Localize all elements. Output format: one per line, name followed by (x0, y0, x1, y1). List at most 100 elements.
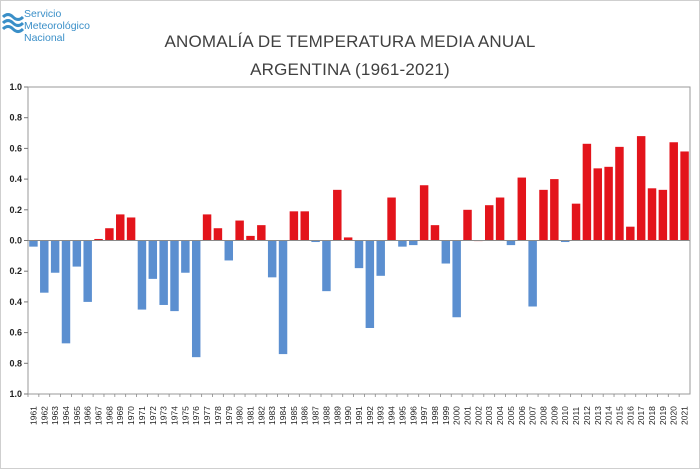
y-tick-label: 1.0 (9, 389, 22, 399)
bar-1962 (40, 240, 49, 293)
bar-2004 (495, 197, 505, 241)
x-tick-label: 1970 (126, 406, 136, 425)
bar-1989 (333, 189, 342, 241)
y-tick-label: 1.0 (9, 82, 22, 92)
bar-1997 (419, 185, 429, 241)
bar-1967 (94, 238, 103, 241)
x-tick-label: 2008 (538, 406, 548, 425)
x-tick-label: 1986 (300, 406, 310, 425)
x-tick-label: 1979 (224, 406, 234, 425)
bar-1982 (257, 225, 266, 241)
waves-logo-icon (1, 13, 25, 33)
bar-2019 (658, 189, 668, 241)
x-tick-label: 1961 (28, 406, 38, 425)
bar-1995 (398, 240, 407, 247)
y-tick-label: 0.0 (9, 236, 22, 246)
logo-text: Servicio Meteorológico Nacional (24, 8, 90, 44)
x-tick-label: 1968 (104, 406, 114, 425)
bar-2003 (484, 205, 494, 241)
x-tick-label: 1975 (180, 406, 190, 425)
bar-1980 (235, 220, 244, 241)
x-tick-label: 2020 (669, 406, 679, 425)
bar-2005 (506, 240, 516, 246)
bar-1998 (430, 225, 440, 241)
x-tick-label: 1995 (397, 406, 407, 425)
bar-1971 (137, 240, 147, 310)
y-tick-label: 0.2 (9, 205, 22, 215)
x-tick-label: 2002 (473, 406, 483, 425)
x-tick-label: 1966 (83, 406, 93, 425)
bar-1976 (191, 240, 201, 358)
x-tick-label: 2016 (625, 406, 635, 425)
x-tick-label: 1999 (441, 406, 451, 425)
bar-2012 (582, 143, 592, 241)
x-tick-label: 2000 (452, 406, 462, 425)
x-tick-label: 2001 (463, 406, 473, 425)
x-tick-label: 2014 (604, 406, 614, 425)
x-tick-label: 1978 (213, 406, 223, 425)
bar-1978 (213, 228, 223, 241)
x-tick-label: 2004 (495, 406, 505, 425)
y-tick-label: 0.6 (9, 143, 22, 153)
x-tick-label: 1998 (430, 406, 440, 425)
x-tick-label: 2015 (614, 406, 624, 425)
smn-logo: Servicio Meteorológico Nacional (1, 8, 152, 64)
x-tick-label: 2009 (549, 406, 559, 425)
x-tick-label: 1997 (419, 406, 429, 425)
bar-2014 (604, 166, 613, 241)
x-tick-label: 1969 (115, 406, 125, 425)
x-tick-label: 1977 (202, 406, 212, 425)
y-tick-label: 0.6 (9, 328, 22, 338)
x-tick-label: 2006 (517, 406, 527, 425)
bar-1968 (105, 228, 114, 241)
x-tick-label: 1984 (278, 406, 288, 425)
x-tick-label: 1962 (39, 406, 49, 425)
bar-2017 (636, 136, 646, 241)
x-tick-label: 2012 (582, 406, 592, 425)
bar-1983 (267, 240, 277, 278)
x-tick-label: 2018 (647, 406, 657, 425)
bar-2007 (528, 240, 537, 307)
x-tick-label: 1988 (321, 406, 331, 425)
x-tick-label: 1989 (332, 406, 342, 425)
x-tick-label: 2003 (484, 406, 494, 425)
bar-1977 (202, 214, 212, 241)
x-tick-label: 2019 (658, 406, 668, 425)
x-tick-label: 1991 (354, 406, 364, 425)
x-tick-label: 1983 (267, 406, 277, 425)
bar-1981 (246, 235, 255, 241)
bar-2008 (539, 189, 548, 241)
x-tick-label: 1976 (191, 406, 201, 425)
x-tick-label: 1974 (170, 406, 180, 425)
x-tick-label: 1963 (50, 406, 60, 425)
logo-line: Nacional (24, 32, 65, 44)
x-tick-label: 2005 (506, 406, 516, 425)
bar-2020 (669, 142, 678, 241)
y-tick-label: 0.8 (9, 113, 22, 123)
x-tick-label: 1980 (235, 406, 245, 425)
y-tick-label: 0.8 (9, 358, 22, 368)
x-tick-label: 1964 (61, 406, 71, 425)
x-tick-label: 1967 (94, 406, 104, 425)
bar-1965 (72, 240, 82, 267)
bar-1975 (181, 240, 190, 273)
x-tick-label: 1996 (408, 406, 418, 425)
x-tick-label: 1965 (72, 406, 82, 425)
bar-1985 (289, 211, 299, 241)
x-tick-label: 1971 (137, 406, 147, 425)
bar-1969 (116, 214, 125, 241)
bar-1988 (322, 240, 331, 292)
x-tick-label: 2013 (593, 406, 603, 425)
x-tick-label: 1987 (311, 406, 321, 425)
bar-1991 (354, 240, 364, 269)
x-tick-label: 1982 (256, 406, 266, 425)
x-tick-label: 1994 (387, 406, 397, 425)
bar-1996 (409, 240, 418, 246)
bar-1986 (300, 211, 309, 241)
bar-2001 (463, 209, 472, 241)
bar-2021 (680, 151, 689, 241)
bar-2010 (560, 240, 570, 243)
bar-1999 (441, 240, 451, 264)
bar-1966 (83, 240, 92, 302)
